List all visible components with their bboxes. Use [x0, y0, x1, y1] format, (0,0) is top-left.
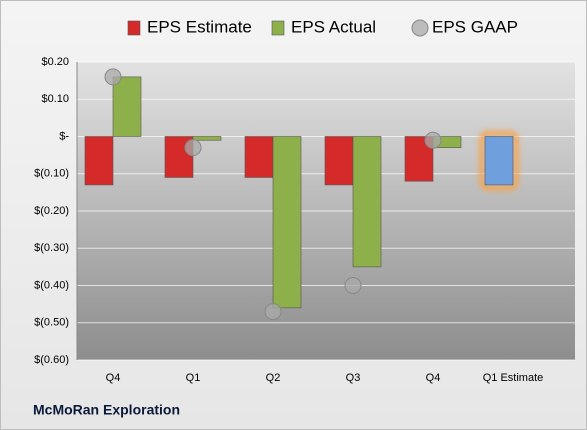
legend-marker: [271, 20, 285, 36]
bar: [112, 76, 142, 137]
bar: [244, 136, 274, 178]
y-tick-label: $(0.60): [34, 354, 69, 366]
x-tick-label: Q1 Estimate: [483, 372, 544, 384]
y-tick-label: $(0.50): [34, 317, 69, 329]
y-tick-label: $(0.30): [34, 242, 69, 254]
y-tick-label: $(0.20): [34, 205, 69, 217]
gaap-point: [264, 303, 282, 321]
y-tick-label: $0.20: [41, 56, 69, 68]
footer: McMoRan Exploration: [33, 402, 180, 418]
bar: [484, 136, 514, 186]
bar: [352, 136, 382, 268]
legend-label: EPS Estimate: [147, 17, 252, 36]
gaap-point: [184, 139, 202, 157]
bar: [192, 136, 222, 141]
x-tick-label: Q3: [346, 372, 361, 384]
gaap-point: [104, 68, 122, 86]
legend-marker: [127, 20, 141, 36]
bar: [84, 136, 114, 186]
y-tick-label: $-: [59, 130, 69, 142]
x-tick-label: Q1: [186, 372, 201, 384]
x-tick-label: Q4: [426, 372, 441, 384]
y-tick-label: $0.10: [41, 93, 69, 105]
x-tick-label: Q4: [106, 372, 121, 384]
bar-glow: [479, 131, 519, 191]
bar: [324, 136, 354, 186]
gaap-point: [344, 277, 362, 294]
x-tick-label: Q2: [266, 372, 281, 384]
legend-label: EPS Actual: [291, 17, 376, 36]
legend-label: EPS GAAP: [432, 17, 518, 36]
legend-marker: [411, 19, 429, 37]
gaap-point: [424, 131, 442, 149]
y-tick-label: $(0.10): [34, 168, 69, 180]
y-tick-label: $(0.40): [34, 279, 69, 291]
bar: [272, 136, 302, 309]
